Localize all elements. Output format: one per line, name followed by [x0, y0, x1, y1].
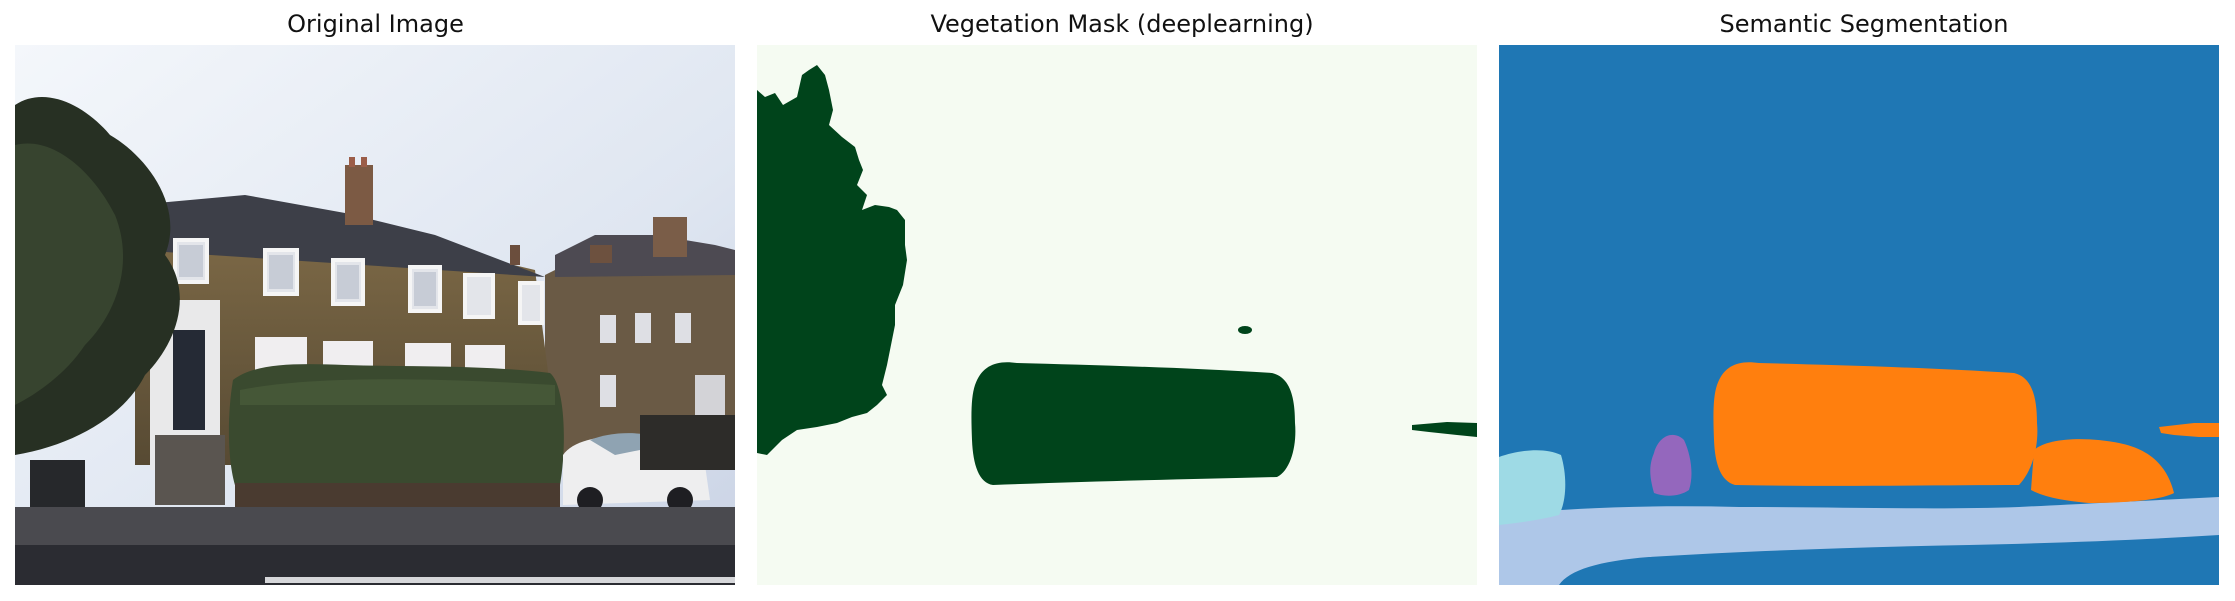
semantic-segmentation-panel: Semantic Segmentation — [1493, 0, 2235, 601]
panel-title-original: Original Image — [287, 10, 464, 38]
pavement — [15, 507, 735, 547]
seg-orange-car — [2031, 439, 2174, 503]
seg-orange-hedge — [1713, 362, 2038, 486]
seg-ground-region — [1499, 497, 2219, 585]
seg-orange-strip — [2159, 423, 2219, 437]
vegetation-mask — [757, 45, 1477, 585]
mask-small-blob — [1238, 326, 1252, 334]
chimney — [345, 165, 373, 225]
seg-cyan-region — [1499, 450, 1566, 525]
original-photo — [15, 45, 735, 585]
segmentation-map — [1499, 45, 2219, 585]
mask-hedge-region — [971, 362, 1296, 485]
mask-right-strip — [1412, 422, 1477, 437]
original-image-panel: Original Image — [0, 0, 751, 601]
panel-title-vegetation-mask: Vegetation Mask (deeplearning) — [930, 10, 1314, 38]
seg-purple-region — [1650, 434, 1692, 496]
right-house — [545, 250, 735, 455]
panel-title-semantic-segmentation: Semantic Segmentation — [1719, 10, 2009, 38]
vegetation-mask-panel: Vegetation Mask (deeplearning) — [751, 0, 1493, 601]
mask-tree-region — [757, 65, 907, 455]
